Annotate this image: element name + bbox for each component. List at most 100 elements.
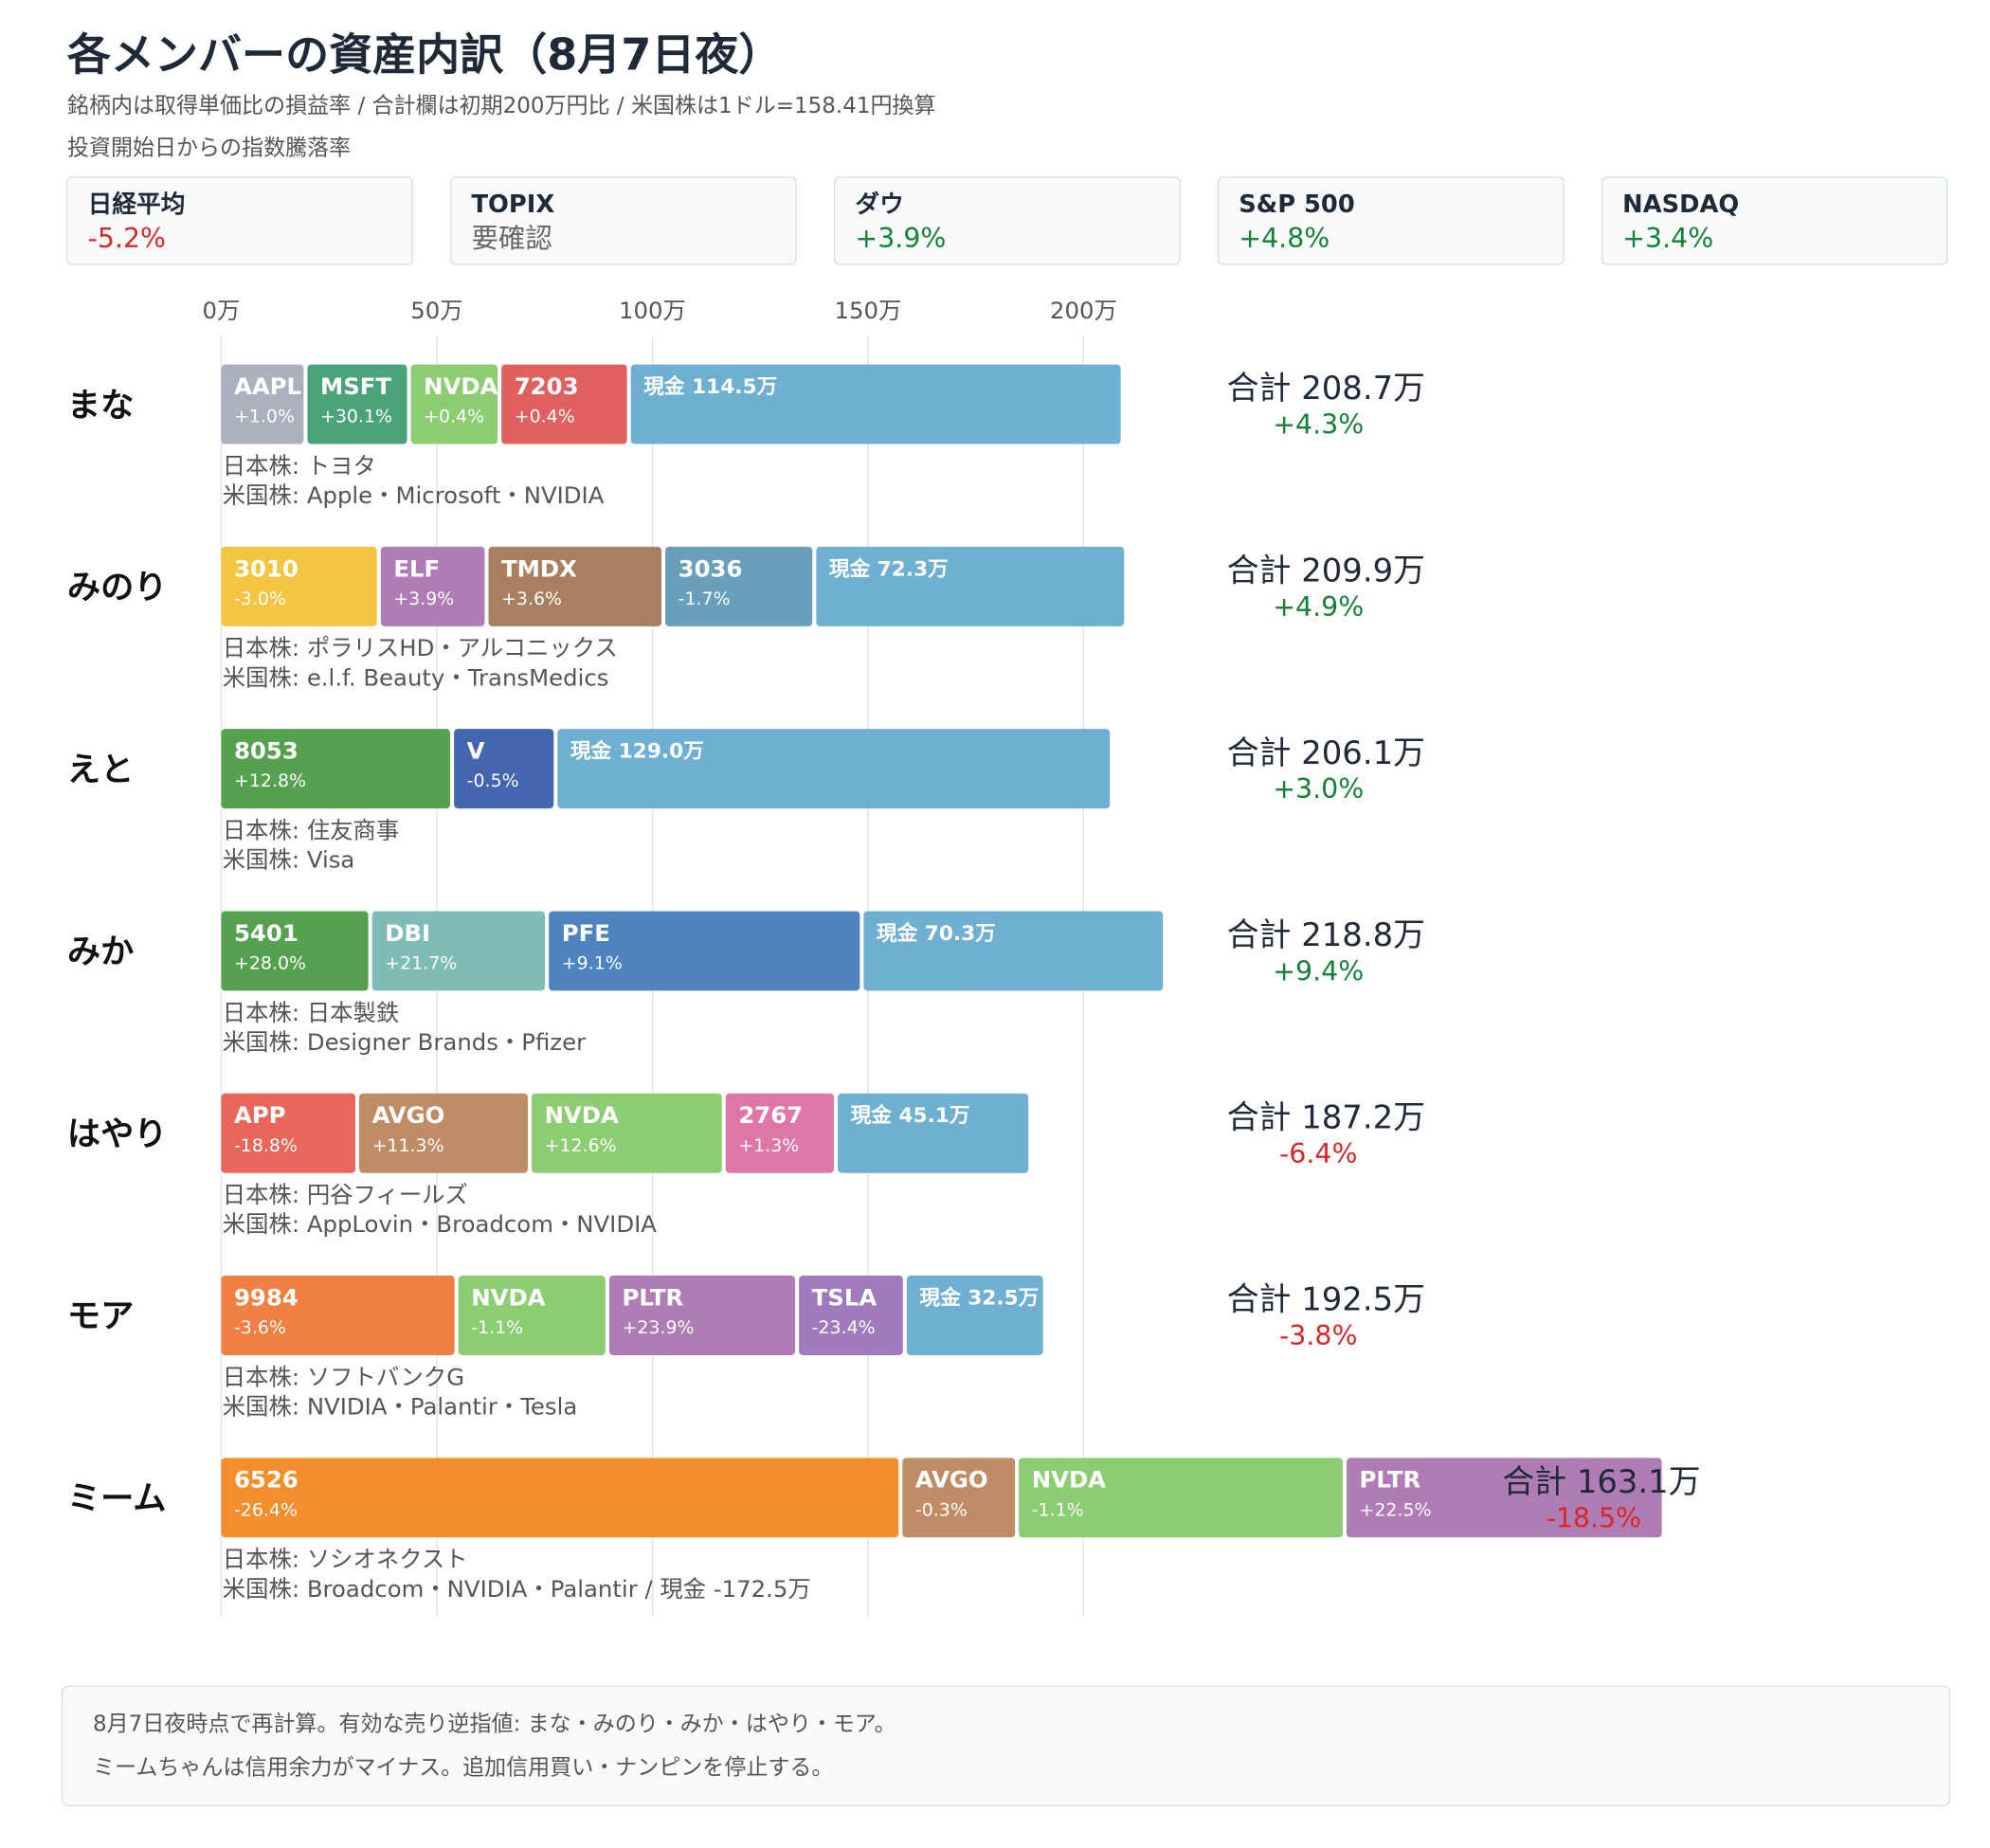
segment-label: TSLA <box>812 1283 877 1311</box>
index-name: 日経平均 <box>88 190 186 219</box>
bar-segment <box>359 1093 528 1173</box>
total-label: 合計 163.1万 <box>1502 1463 1700 1500</box>
segment-label: ELF <box>393 554 440 582</box>
segment-change: -23.4% <box>812 1317 876 1338</box>
member-name: モア <box>67 1297 134 1336</box>
segment-label: 3010 <box>234 554 298 582</box>
segment-label: V <box>467 737 485 765</box>
segment-change: +22.5% <box>1360 1499 1432 1520</box>
segment-change: -1.7% <box>678 589 731 609</box>
segment-label: 6526 <box>234 1466 298 1494</box>
segment-label: NVDA <box>471 1283 545 1311</box>
bar-segment <box>221 729 451 809</box>
index-card <box>834 176 1181 265</box>
segment-label: AVGO <box>372 1101 445 1129</box>
holding-note: 日本株: ポラリスHD・アルコニックス <box>223 634 618 661</box>
bar-segment <box>799 1276 903 1355</box>
bar-segment <box>221 1458 899 1538</box>
segment-change: +3.9% <box>393 589 454 609</box>
x-tick-label: 100万 <box>619 297 686 324</box>
bar-segment <box>221 364 304 444</box>
total-change: -18.5% <box>1547 1502 1642 1533</box>
bar-segment <box>838 1093 1029 1173</box>
x-tick-label: 50万 <box>410 297 462 324</box>
bar-segment <box>488 546 662 626</box>
index-name: ダウ <box>855 190 903 219</box>
bar-segment <box>380 546 485 626</box>
segment-label: 3036 <box>678 554 743 582</box>
bar-segment <box>549 911 860 991</box>
total-label: 合計 218.8万 <box>1227 916 1425 953</box>
x-tick-label: 200万 <box>1050 297 1117 324</box>
segment-change: +12.6% <box>545 1135 617 1156</box>
index-card <box>66 176 413 265</box>
cash-label: 現金 72.3万 <box>829 556 949 581</box>
bar-segment <box>816 546 1125 626</box>
total-label: 合計 208.7万 <box>1227 370 1425 407</box>
holding-note: 日本株: 円谷フィールズ <box>223 1181 468 1208</box>
footer-text: 8月7日夜時点で再計算。有効な売り逆指値: まな・みのり・みか・はやり・モア。 <box>93 1712 896 1737</box>
segment-change: -18.8% <box>234 1135 298 1156</box>
member-name: みか <box>67 933 134 971</box>
segment-change: +28.0% <box>234 952 306 973</box>
index-name: TOPIX <box>472 190 555 219</box>
holding-note: 米国株: AppLovin・Broadcom・NVIDIA <box>223 1210 658 1238</box>
segment-change: -3.0% <box>234 589 286 609</box>
segment-label: 7203 <box>515 372 579 400</box>
holding-note: 日本株: トヨタ <box>223 452 376 480</box>
bar-segment <box>1019 1458 1343 1538</box>
member-name: えと <box>67 751 134 789</box>
index-card <box>450 176 797 265</box>
bar-segment <box>454 729 554 809</box>
bar-segment <box>630 364 1121 444</box>
index-value: +4.8% <box>1239 223 1330 254</box>
segment-change: +21.7% <box>385 952 457 973</box>
bar-segment <box>221 546 377 626</box>
holding-note: 米国株: e.l.f. Beauty・TransMedics <box>223 663 609 691</box>
index-value: -5.2% <box>88 223 166 254</box>
holding-note: 米国株: Visa <box>223 846 355 874</box>
footer-text: ミームちゃんは信用余力がマイナス。追加信用買い・ナンピンを停止する。 <box>93 1756 833 1781</box>
segment-change: +30.1% <box>320 407 392 427</box>
bar-segment <box>902 1458 1016 1538</box>
holding-note: 米国株: Apple・Microsoft・NVIDIA <box>223 481 605 509</box>
segment-change: -26.4% <box>234 1499 298 1520</box>
bar-segment <box>221 1093 355 1173</box>
index-name: NASDAQ <box>1622 190 1739 219</box>
bar-segment <box>557 729 1111 809</box>
bar-segment <box>458 1276 606 1355</box>
segment-label: MSFT <box>320 372 391 400</box>
total-change: +9.4% <box>1273 955 1364 987</box>
bar-segment <box>501 364 627 444</box>
member-name: ミーム <box>67 1479 167 1518</box>
segment-change: +11.3% <box>372 1135 444 1156</box>
segment-change: +0.4% <box>515 407 575 427</box>
index-value: 要確認 <box>472 223 552 254</box>
total-change: -6.4% <box>1279 1138 1357 1169</box>
total-change: -3.8% <box>1279 1320 1357 1351</box>
holding-note: 日本株: ソシオネクスト <box>223 1546 468 1573</box>
segment-label: NVDA <box>1032 1466 1106 1494</box>
segment-label: NVDA <box>545 1101 619 1129</box>
total-label: 合計 206.1万 <box>1227 734 1425 771</box>
bar-segment <box>863 911 1164 991</box>
index-card <box>1217 176 1565 265</box>
bar-segment <box>665 546 813 626</box>
cash-label: 現金 32.5万 <box>919 1285 1039 1310</box>
segment-change: +9.1% <box>562 952 623 973</box>
holding-note: 日本株: 住友商事 <box>223 817 399 844</box>
chart-title: 各メンバーの資産内訳（8月7日夜） <box>67 28 783 80</box>
cash-label: 現金 45.1万 <box>851 1103 970 1128</box>
segment-label: 8053 <box>234 737 298 765</box>
holding-note: 米国株: NVIDIA・Palantir・Tesla <box>223 1393 578 1421</box>
footer-box <box>61 1685 1951 1806</box>
segment-change: -0.3% <box>915 1499 968 1520</box>
segment-label: PFE <box>562 919 610 947</box>
segment-change: -1.1% <box>1032 1499 1084 1520</box>
total-label: 合計 209.9万 <box>1227 552 1425 589</box>
bar-segment <box>410 364 498 444</box>
member-name: みのり <box>67 569 168 607</box>
bar-segment <box>906 1276 1043 1355</box>
